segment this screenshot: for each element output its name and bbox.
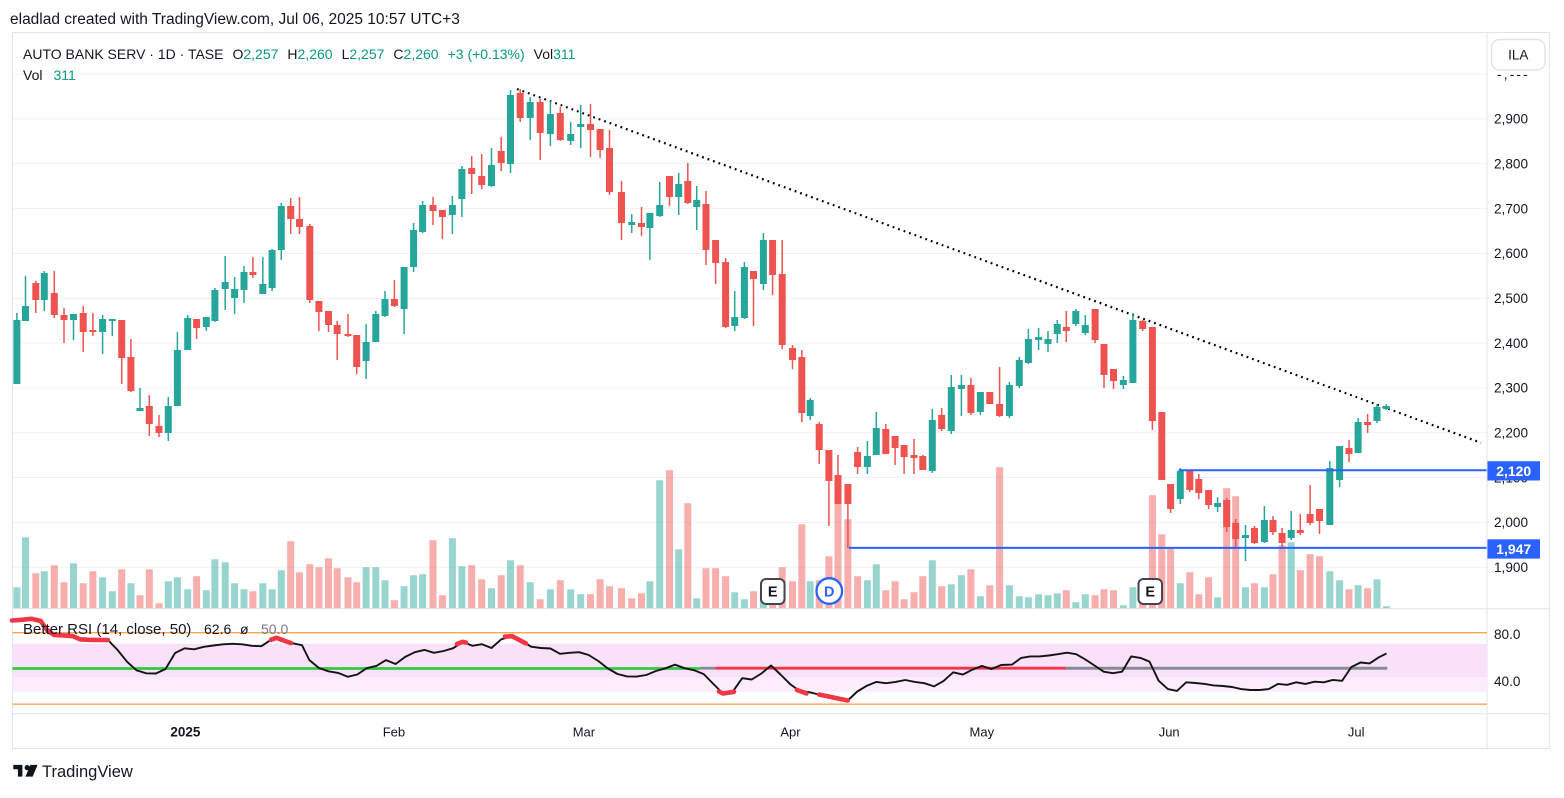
svg-text:2,500: 2,500 bbox=[1494, 291, 1528, 306]
svg-text:ø: ø bbox=[240, 621, 249, 637]
svg-text:TradingView: TradingView bbox=[42, 763, 133, 781]
svg-text:Better RSI (14, close, 50): Better RSI (14, close, 50) bbox=[23, 621, 191, 638]
svg-text:Jun: Jun bbox=[1159, 725, 1180, 740]
svg-text:Feb: Feb bbox=[383, 725, 405, 740]
svg-text:ILA: ILA bbox=[1508, 48, 1528, 63]
svg-text:2025: 2025 bbox=[170, 725, 201, 740]
svg-text:2,400: 2,400 bbox=[1494, 336, 1528, 351]
svg-text:1,900: 1,900 bbox=[1494, 560, 1528, 575]
svg-text:Mar: Mar bbox=[573, 725, 596, 740]
svg-text:2,700: 2,700 bbox=[1494, 201, 1528, 216]
svg-text:2,800: 2,800 bbox=[1494, 157, 1528, 172]
svg-text:May: May bbox=[970, 725, 995, 740]
svg-text:80.0: 80.0 bbox=[1494, 627, 1521, 642]
svg-text:2,600: 2,600 bbox=[1494, 246, 1528, 261]
svg-text:D: D bbox=[824, 585, 834, 601]
svg-text:62.6: 62.6 bbox=[204, 621, 231, 637]
svg-text:1,947: 1,947 bbox=[1496, 541, 1531, 557]
svg-text:Apr: Apr bbox=[780, 725, 801, 740]
svg-text:E: E bbox=[768, 585, 778, 601]
svg-text:Jul: Jul bbox=[1348, 725, 1365, 740]
svg-text:50.0: 50.0 bbox=[261, 621, 288, 637]
svg-text:2,200: 2,200 bbox=[1494, 426, 1528, 441]
svg-text:40.0: 40.0 bbox=[1494, 674, 1521, 689]
svg-text:2,000: 2,000 bbox=[1494, 515, 1528, 530]
svg-text:2,300: 2,300 bbox=[1494, 381, 1528, 396]
svg-text:eladlad created with TradingVi: eladlad created with TradingView.com, Ju… bbox=[10, 11, 460, 28]
svg-text:2,900: 2,900 bbox=[1494, 112, 1528, 127]
svg-text:E: E bbox=[1145, 585, 1155, 601]
svg-text:2,120: 2,120 bbox=[1496, 463, 1531, 479]
